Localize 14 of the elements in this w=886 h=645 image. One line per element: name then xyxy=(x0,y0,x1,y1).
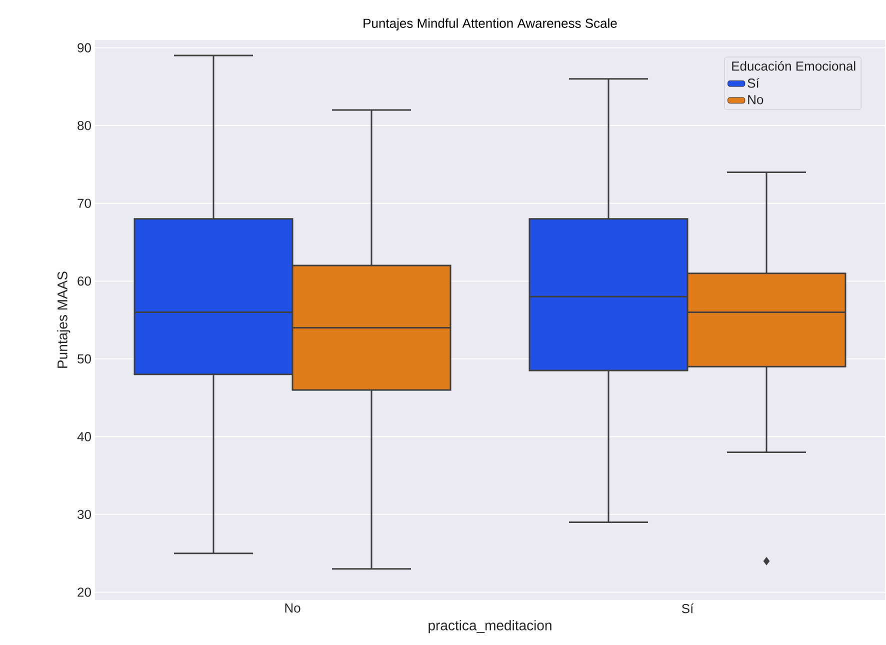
chart-title: Puntajes Mindful Attention Awareness Scale xyxy=(364,18,617,30)
y-tick-label: 50 xyxy=(78,354,91,364)
legend-title: Educación Emocional xyxy=(732,61,856,71)
legend-label: Sí xyxy=(748,78,760,88)
y-tick-label: 30 xyxy=(78,510,91,520)
y-tick-label: 60 xyxy=(78,276,91,286)
y-tick-label: 20 xyxy=(78,588,91,597)
x-axis-title: practica_meditacion xyxy=(428,620,552,634)
y-axis-title: Puntajes MAAS xyxy=(57,272,70,368)
y-tick-label: 40 xyxy=(77,432,91,442)
y-tick-label: 70 xyxy=(78,198,91,208)
y-tick-label: 90 xyxy=(78,43,91,52)
y-tick-label: 80 xyxy=(78,120,91,130)
legend-label: No xyxy=(748,95,764,104)
